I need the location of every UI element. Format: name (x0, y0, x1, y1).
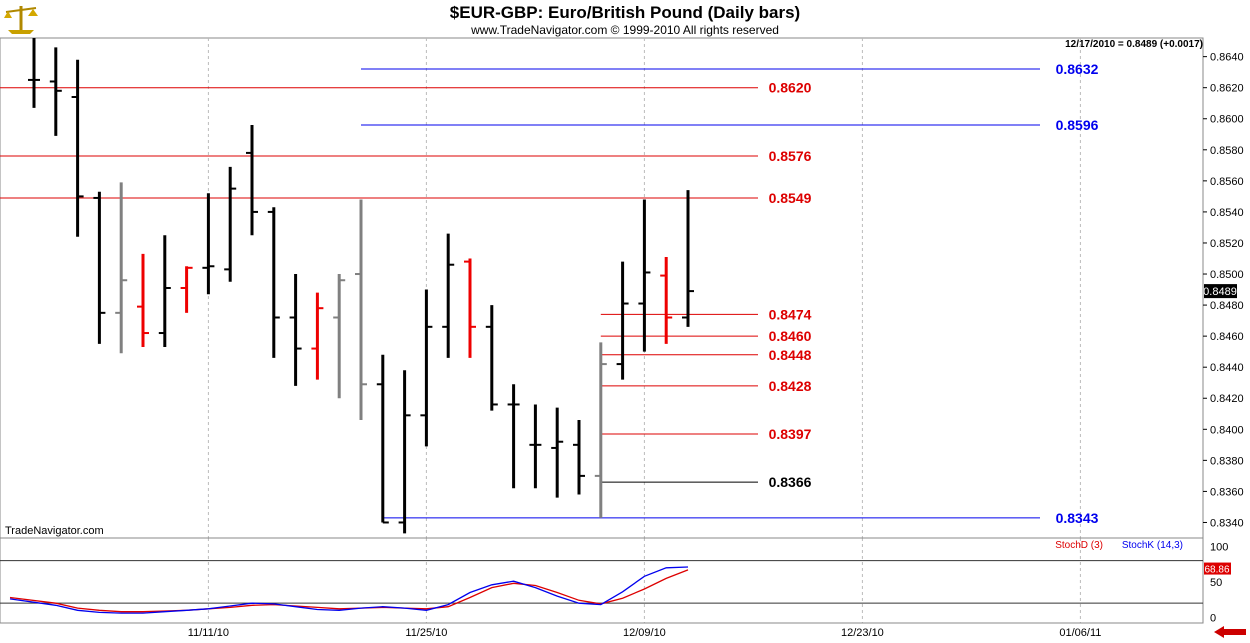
ohlc-bar (529, 404, 542, 489)
chart-title: $EUR-GBP: Euro/British Pound (Daily bars… (450, 3, 800, 22)
level-label: 0.8397 (769, 426, 812, 442)
logo-icon (2, 2, 38, 36)
x-tick-label: 12/23/10 (841, 627, 884, 639)
x-tick-label: 11/11/10 (188, 627, 229, 639)
ohlc-bars (28, 38, 694, 534)
last-price-label: 0.8489 (1203, 286, 1237, 298)
ohlc-bar (49, 47, 62, 136)
ohlc-bar (311, 292, 324, 380)
ohlc-bar (246, 124, 258, 236)
x-tick-label: 11/25/10 (405, 627, 447, 639)
level-label: 0.8632 (1056, 61, 1099, 77)
level-label: 0.8460 (769, 328, 812, 344)
stochastic-gridlines (0, 560, 1203, 604)
stoch-series-line (9, 569, 689, 613)
ohlc-bar (376, 354, 389, 524)
level-label: 0.8448 (769, 347, 812, 363)
legend-stochd: StochD (3) (1055, 540, 1103, 551)
y-tick-label: 0.8580 (1210, 145, 1244, 157)
ohlc-bar (442, 233, 455, 358)
vertical-gridlines (207, 38, 1081, 623)
y-tick-label: 0.8380 (1210, 455, 1244, 467)
level-label: 0.8343 (1056, 510, 1099, 526)
y-tick-label: 0.8360 (1210, 486, 1244, 498)
level-label: 0.8428 (769, 378, 812, 394)
stochastic-lines (9, 566, 689, 614)
price-levels: 0.8632 0.8620 0.8596 0.8576 0.8549 0.8474 0.84… (0, 61, 1099, 526)
ohlc-bar (660, 256, 673, 344)
ohlc-bar (180, 266, 193, 313)
stoch-series-line (9, 566, 689, 614)
x-tick-label: 01/06/11 (1059, 627, 1101, 639)
ohlc-bar (267, 207, 280, 358)
level-label: 0.8474 (769, 306, 812, 322)
y-tick-label: 0.8500 (1210, 269, 1244, 281)
ohlc-bar (289, 274, 302, 386)
stochastic-axis: 100 50 0 (1210, 542, 1228, 625)
ohlc-bar (93, 191, 106, 344)
ohlc-bar (28, 38, 40, 108)
watermark: TradeNavigator.com (5, 525, 104, 537)
ohlc-bar (158, 235, 171, 348)
y-tick-label: 0.8440 (1210, 362, 1244, 374)
ohlc-bar (202, 193, 215, 295)
stoch-tick-label: 0 (1210, 612, 1216, 624)
y-tick-label: 0.8400 (1210, 424, 1244, 436)
ohlc-bar (71, 59, 84, 237)
y-tick-label: 0.8620 (1210, 83, 1244, 95)
ohlc-bar (682, 190, 694, 327)
stochastic-panel (0, 537, 1204, 624)
ohlc-bar (507, 384, 520, 489)
level-label: 0.8576 (769, 148, 812, 164)
ohlc-bar (638, 199, 651, 352)
ohlc-bar (398, 370, 411, 534)
y-tick-label: 0.8460 (1210, 331, 1244, 343)
level-label: 0.8620 (769, 80, 812, 96)
left-arrow-icon[interactable] (1212, 625, 1248, 639)
ohlc-bar (115, 182, 128, 354)
ohlc-bar (420, 289, 433, 447)
ohlc-bar (333, 274, 346, 399)
level-label: 0.8366 (769, 474, 812, 490)
legend-stochk: StochK (14,3) (1122, 540, 1183, 551)
stoch-last-label: 68.86 (1204, 565, 1229, 576)
price-axis: 0.8640 0.8620 0.8600 0.8580 0.8560 0.8540 0.85… (1203, 52, 1244, 529)
stoch-tick-label: 50 (1210, 577, 1222, 589)
level-label: 0.8549 (769, 190, 812, 206)
stoch-tick-label: 100 (1210, 542, 1228, 554)
ohlc-bar (224, 166, 237, 282)
ohlc-bar (355, 199, 367, 420)
y-tick-label: 0.8480 (1210, 300, 1244, 312)
y-tick-label: 0.8600 (1210, 114, 1244, 126)
stoch-last-marker: 68.86 (1204, 562, 1231, 576)
ohlc-bar (616, 261, 629, 380)
ohlc-bar (573, 419, 585, 495)
ohlc-bar (594, 342, 607, 518)
x-tick-label: 12/09/10 (623, 627, 666, 639)
ohlc-bar (551, 407, 564, 498)
level-label: 0.8596 (1056, 117, 1099, 133)
chart-subtitle: www.TradeNavigator.com © 1999-2010 All r… (470, 23, 779, 37)
quote-info: 12/17/2010 = 0.8489 (+0.0017) (1065, 39, 1203, 50)
ohlc-bar (485, 305, 498, 411)
y-tick-label: 0.8520 (1210, 238, 1244, 250)
ohlc-bar (137, 253, 149, 348)
last-price-marker: 0.8489 (1203, 284, 1237, 299)
y-tick-label: 0.8560 (1210, 176, 1244, 188)
y-tick-label: 0.8540 (1210, 207, 1244, 219)
date-axis: 11/11/10 11/25/10 12/09/10 12/23/10 01/06/11 (188, 627, 1102, 639)
y-tick-label: 0.8340 (1210, 517, 1244, 529)
y-tick-label: 0.8420 (1210, 393, 1244, 405)
y-tick-label: 0.8640 (1210, 52, 1244, 64)
ohlc-bar (464, 258, 476, 358)
